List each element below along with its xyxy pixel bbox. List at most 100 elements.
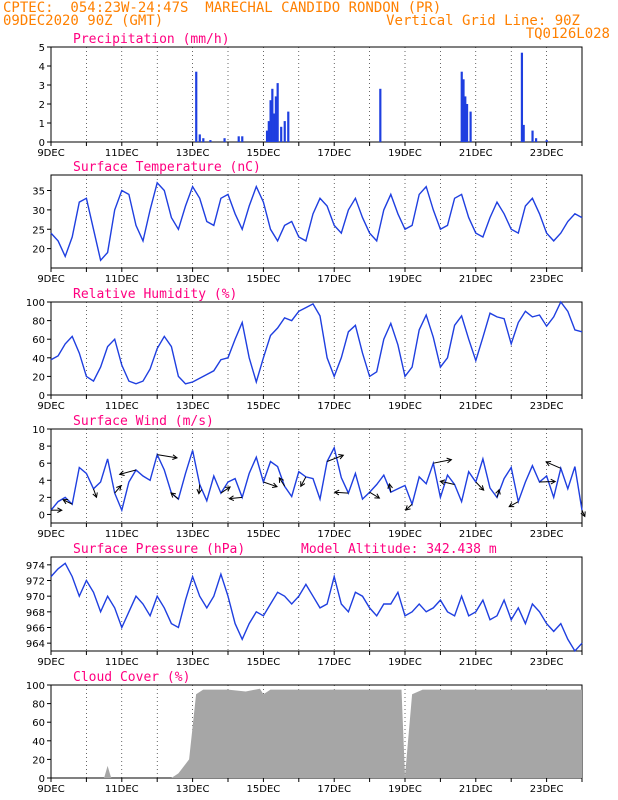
wind-arrow-head: [300, 481, 306, 488]
precip-bar: [462, 79, 465, 142]
y-tick-label: 968: [26, 608, 45, 619]
y-tick-label: 4: [39, 476, 45, 487]
precip-bar: [545, 140, 548, 142]
panel-title: Surface Pressure (hPa): [73, 542, 245, 557]
x-tick-label: 11DEC: [105, 784, 139, 795]
y-tick-label: 0: [39, 774, 45, 785]
x-tick-label: 17DEC: [317, 784, 351, 795]
wind-arrow-head: [228, 495, 235, 502]
wind-arrow-head: [62, 499, 69, 505]
y-tick-label: 972: [26, 577, 45, 588]
wind-arrow: [114, 485, 122, 494]
y-tick-label: 8: [39, 442, 45, 453]
wind-arrow-head: [278, 477, 284, 483]
panel-frame: [50, 174, 583, 269]
y-tick-label: 20: [32, 755, 45, 766]
wind-arrow: [545, 461, 561, 469]
wind-arrow-head: [508, 502, 515, 508]
y-tick-label: 0: [39, 510, 45, 521]
wind-arrow: [157, 454, 178, 459]
wind-arrow: [278, 477, 286, 487]
wind-arrow: [229, 496, 243, 500]
wind-arrow: [62, 499, 73, 505]
y-tick-label: 3: [39, 81, 45, 92]
y-tick-label: 30: [32, 206, 45, 217]
x-tick-label: 13DEC: [176, 529, 210, 540]
y-tick-label: 35: [32, 187, 45, 198]
wind-arrow-head: [118, 470, 125, 476]
y-tick-label: 60: [32, 718, 45, 729]
panel-title: Relative Humidity (%): [73, 287, 237, 302]
precip-bar: [223, 138, 226, 142]
precip-bar: [198, 134, 201, 142]
x-tick-label: 19DEC: [388, 401, 422, 412]
x-tick-label: 23DEC: [530, 148, 564, 159]
panel-frame: [50, 428, 583, 524]
wind-arrow-head: [580, 511, 586, 518]
y-tick-label: 2: [39, 493, 45, 504]
precip-bar: [460, 71, 463, 142]
wind-arrow: [405, 503, 413, 511]
wind-arrow-head: [225, 486, 231, 492]
wind-arrow-head: [92, 492, 98, 499]
x-tick-label: 17DEC: [317, 529, 351, 540]
precip-bar: [379, 88, 382, 142]
y-tick-label: 20: [32, 372, 45, 383]
cloud-area: [51, 688, 582, 778]
x-tick-label: 23DEC: [530, 657, 564, 668]
wind-arrow: [388, 483, 392, 493]
x-tick-label: 21DEC: [459, 148, 493, 159]
x-tick-label: 23DEC: [530, 401, 564, 412]
x-tick-label: 19DEC: [388, 529, 422, 540]
x-tick-label: 23DEC: [530, 784, 564, 795]
wind-arrow-head: [545, 461, 552, 467]
wind-arrow-head: [374, 493, 381, 499]
wind-arrow-head: [495, 488, 501, 495]
wind-arrow-head: [57, 507, 63, 514]
x-tick-label: 13DEC: [176, 784, 210, 795]
precip-bar: [271, 88, 274, 142]
wind-arrow: [496, 489, 500, 498]
x-tick-label: 21DEC: [459, 274, 493, 285]
x-tick-label: 17DEC: [317, 401, 351, 412]
x-tick-label: 9DEC: [37, 529, 64, 540]
x-tick-label: 17DEC: [317, 657, 351, 668]
y-tick-label: 10: [32, 425, 45, 436]
x-tick-label: 15DEC: [247, 274, 281, 285]
panel-title: Surface Temperature (nC): [73, 160, 261, 175]
series-line: [50, 300, 583, 385]
precip-bar: [520, 52, 524, 143]
y-tick-label: 964: [26, 639, 45, 650]
x-tick-label: 15DEC: [247, 148, 281, 159]
x-tick-label: 21DEC: [459, 657, 493, 668]
precip-bar: [464, 96, 467, 142]
wind-arrow-head: [116, 484, 122, 491]
x-tick-label: 21DEC: [459, 401, 493, 412]
precip-bar: [241, 136, 244, 142]
x-tick-label: 9DEC: [37, 401, 64, 412]
y-tick-label: 966: [26, 624, 45, 635]
wind-arrow-head: [446, 457, 453, 464]
y-tick-label: 80: [32, 317, 45, 328]
wind-arrow-head: [387, 482, 393, 489]
wind-arrow: [475, 481, 485, 491]
wind-arrow-head: [333, 489, 340, 496]
panel-annotation: Model Altitude: 342.438 m: [301, 542, 497, 557]
y-tick-label: 1: [39, 119, 45, 130]
panel-title: Surface Wind (m/s): [73, 414, 214, 429]
x-tick-label: 13DEC: [176, 148, 210, 159]
y-tick-label: 0: [39, 138, 45, 149]
panel-frame: [50, 556, 583, 652]
precip-bar: [273, 113, 276, 142]
series-line: [50, 181, 583, 262]
x-tick-label: 23DEC: [530, 274, 564, 285]
x-tick-label: 15DEC: [247, 529, 281, 540]
x-tick-label: 19DEC: [388, 657, 422, 668]
wind-arrow: [300, 476, 307, 487]
wind-arrow-head: [196, 488, 203, 495]
series-line: [50, 445, 583, 513]
x-tick-label: 23DEC: [530, 529, 564, 540]
precip-bar: [283, 121, 286, 142]
panel-title: Cloud Cover (%): [73, 670, 190, 685]
